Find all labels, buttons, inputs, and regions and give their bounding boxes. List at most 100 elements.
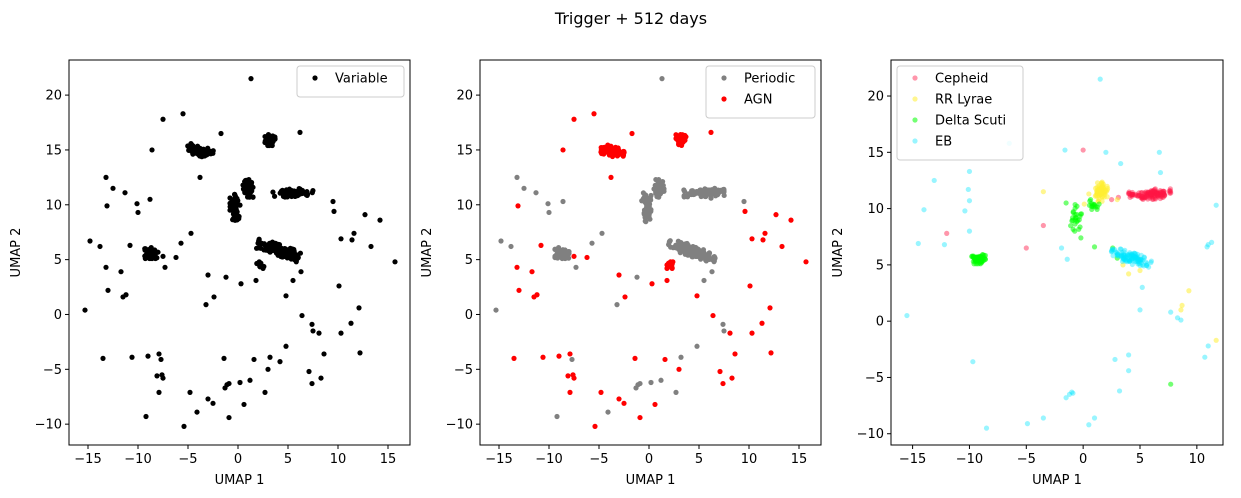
data-point [246,184,253,190]
data-point [1120,262,1126,268]
data-point [1143,189,1149,195]
data-point [310,328,316,334]
data-point [1166,188,1172,194]
data-point [1126,252,1132,259]
data-point [1160,188,1166,194]
data-point [230,211,237,217]
data-point [262,389,268,395]
data-point [291,257,298,263]
data-point [1131,250,1138,256]
data-point [377,217,383,223]
data-point [1058,245,1065,251]
data-point [1142,194,1149,201]
y-tick-label: 15 [45,143,62,158]
data-point [1122,247,1128,253]
data-point [243,177,250,183]
data-point [1114,196,1120,203]
data-point [338,330,344,336]
data-point [649,281,655,287]
data-point [227,200,233,206]
data-point [160,253,166,259]
data-point [1135,256,1141,262]
data-point [514,264,520,270]
data-point [158,356,164,363]
data-point [1151,189,1158,196]
legend: Periodic AGN [705,65,816,119]
x-tick-label: 10 [741,452,758,467]
legend: Variable [296,65,405,98]
data-point [1140,194,1146,201]
data-point [221,355,227,361]
data-point [1153,190,1159,196]
x-tick-label: 15 [791,452,808,467]
data-point [1127,251,1133,257]
data-point [1157,191,1163,197]
data-point [651,186,657,192]
data-point [1144,192,1150,198]
data-point [599,230,605,236]
data-point [1130,253,1136,259]
data-point [621,400,627,406]
data-point [1139,262,1145,268]
data-point [1114,250,1120,256]
data-point [1126,271,1132,277]
data-point [285,250,291,256]
legend-marker [912,96,918,102]
data-point [560,147,566,153]
data-point [941,242,948,248]
data-point [648,379,654,386]
data-point [921,207,927,213]
data-point [570,372,576,378]
legend-label: AGN [744,93,772,108]
data-point [203,302,209,308]
data-point [253,245,260,251]
data-point [567,389,573,395]
data-point [205,396,211,402]
data-point [566,249,572,255]
data-point [1120,256,1127,262]
data-point [260,265,266,271]
data-point [238,281,244,287]
data-point [222,385,228,391]
data-point [1158,193,1164,199]
data-point [266,240,273,246]
y-tick-label: −10 [35,418,62,433]
data-point [571,253,577,259]
data-point [1138,252,1144,259]
data-point [1114,252,1121,258]
data-point [1153,190,1159,196]
data-point [1139,189,1145,196]
data-point [1138,260,1144,266]
data-point [1080,147,1086,153]
data-point [104,203,110,209]
data-point [103,174,109,180]
data-point [729,375,735,381]
data-point [1078,211,1084,217]
data-point [1150,191,1156,198]
data-point [1122,252,1128,258]
data-point [667,238,673,244]
data-point [717,368,723,375]
data-point [682,251,688,257]
data-point [688,251,695,258]
data-point [1146,189,1153,195]
data-point [966,168,973,175]
data-point [690,190,697,196]
data-point [970,359,976,365]
data-point [1093,204,1099,210]
data-point [300,189,306,195]
data-point [1153,190,1160,196]
data-point [702,189,709,195]
data-point [1143,259,1149,265]
data-point [149,147,155,153]
data-point [1136,261,1142,267]
data-point [1132,258,1139,264]
data-point [283,343,289,349]
data-point [1142,193,1148,199]
data-point [1133,254,1139,260]
legend-label: EB [935,135,952,150]
data-point [1119,258,1126,265]
data-point [1143,191,1149,198]
data-point [965,186,971,193]
data-point [1091,415,1098,421]
